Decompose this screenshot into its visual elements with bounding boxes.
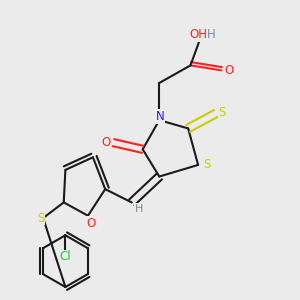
- Text: N: N: [155, 110, 164, 123]
- Text: S: S: [37, 212, 44, 224]
- Text: H: H: [135, 204, 143, 214]
- Text: OH: OH: [189, 28, 207, 41]
- Text: O: O: [224, 64, 233, 77]
- Text: H: H: [207, 28, 216, 41]
- Text: Cl: Cl: [60, 250, 71, 263]
- Text: O: O: [101, 136, 111, 149]
- Text: O: O: [86, 217, 96, 230]
- Text: S: S: [219, 106, 226, 118]
- Text: S: S: [203, 158, 211, 171]
